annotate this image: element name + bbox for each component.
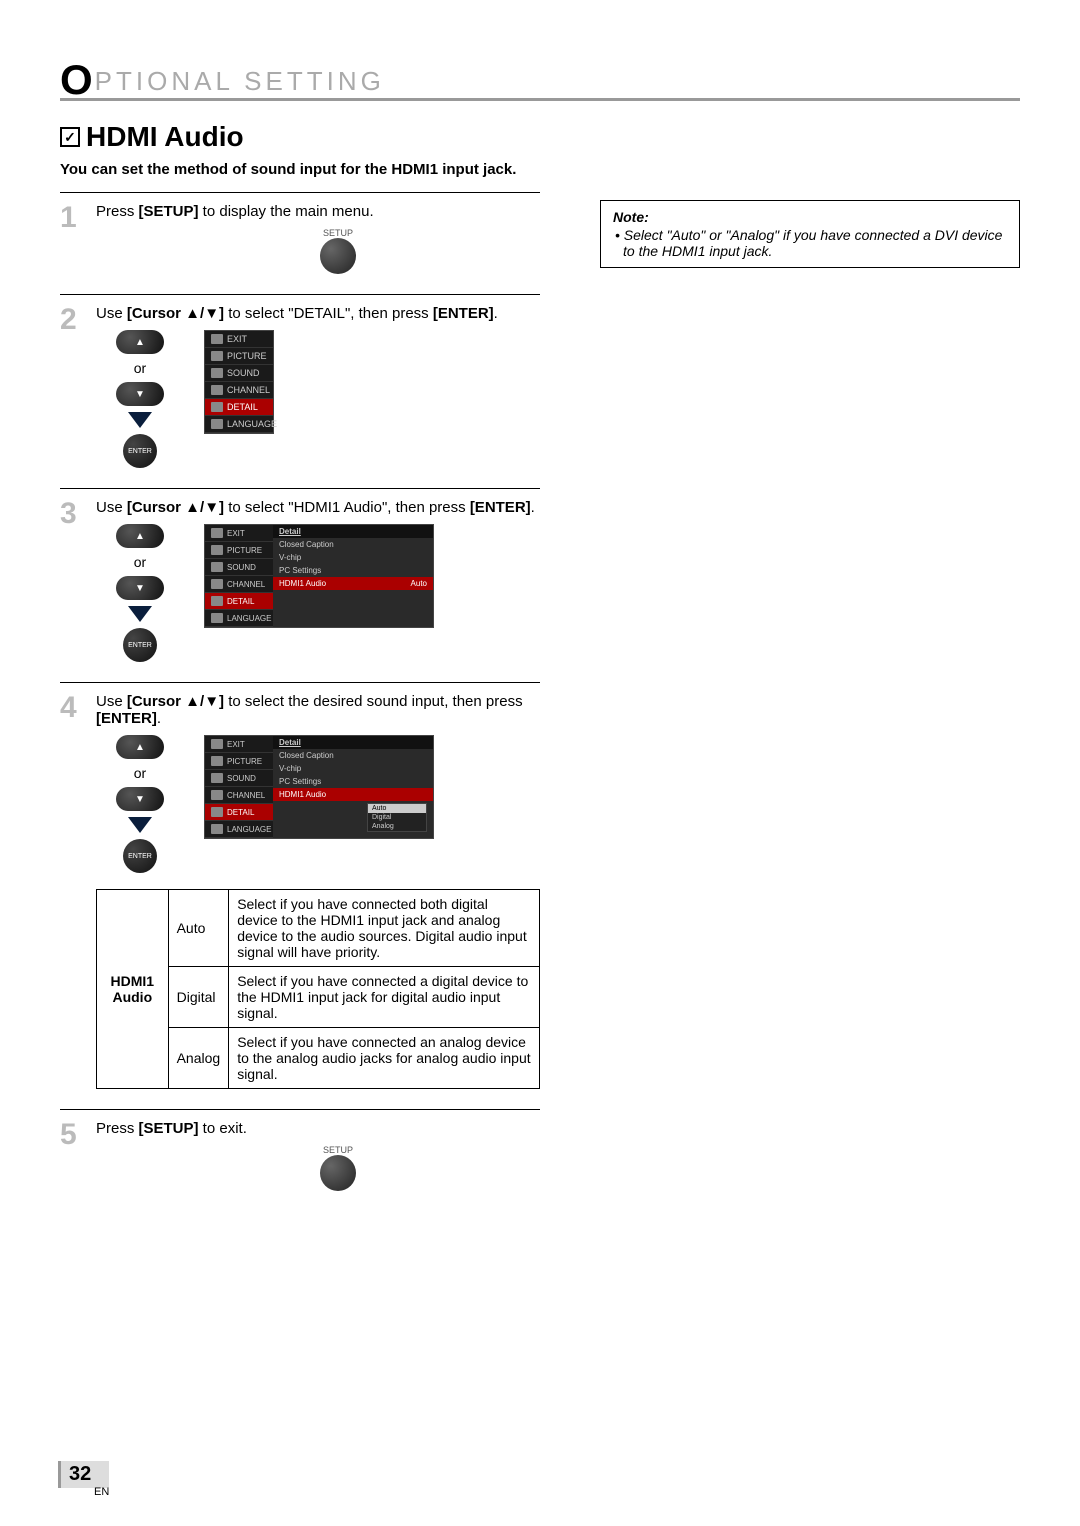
osd-menu-item: PICTURE <box>205 542 273 559</box>
table-cell: Select if you have connected an analog d… <box>229 1028 540 1089</box>
cursor-up-icon: ▲ <box>116 330 164 354</box>
osd-menu-item: CHANNEL <box>205 787 273 804</box>
osd-menu-item: LANGUAGE <box>205 610 273 627</box>
checkbox-icon: ✓ <box>60 127 80 147</box>
setup-label: SETUP <box>323 1145 353 1155</box>
osd-menu-item: PICTURE <box>205 753 273 770</box>
osd-menu-item: LANGUAGE <box>205 416 273 433</box>
button-icon <box>320 1155 356 1191</box>
osd-detail-row: Closed Caption <box>273 538 433 551</box>
arrow-down-icon <box>128 606 152 622</box>
osd-menu-item: EXIT <box>205 331 273 348</box>
osd-detail-row: V-chip <box>273 762 433 775</box>
table-cell: Select if you have connected a digital d… <box>229 967 540 1028</box>
arrow-down-icon <box>128 412 152 428</box>
note-column: Note: • Select "Auto" or "Analog" if you… <box>600 192 1020 1211</box>
step-number: 5 <box>60 1120 86 1191</box>
osd-detail-row: PC Settings <box>273 775 433 788</box>
osd-options-popup: AutoDigitalAnalog <box>367 803 427 832</box>
osd-detail-row: Closed Caption <box>273 749 433 762</box>
cursor-down-icon: ▼ <box>116 382 164 406</box>
step-number: 3 <box>60 499 86 662</box>
step-number: 2 <box>60 305 86 468</box>
cursor-buttons: ▲ or ▼ ENTER <box>116 735 164 873</box>
header-dropcap: O <box>60 59 93 101</box>
note-body: • Select "Auto" or "Analog" if you have … <box>613 227 1007 259</box>
setup-button-graphic: SETUP <box>136 1145 540 1191</box>
osd-menu-item: SOUND <box>205 365 273 382</box>
osd-menu-item: DETAIL <box>205 804 273 821</box>
setup-button-graphic: SETUP <box>136 228 540 274</box>
table-cell: Analog <box>168 1028 229 1089</box>
arrow-down-icon <box>128 817 152 833</box>
button-icon <box>320 238 356 274</box>
osd-detail-panel: EXITPICTURESOUNDCHANNELDETAILLANGUAGE Det… <box>204 735 434 839</box>
step-number: 4 <box>60 693 86 1089</box>
header-title: PTIONAL SETTING <box>95 66 385 97</box>
cursor-down-icon: ▼ <box>116 787 164 811</box>
osd-menu-item: EXIT <box>205 736 273 753</box>
osd-menu-item: PICTURE <box>205 348 273 365</box>
or-label: or <box>134 554 146 570</box>
step-4: 4 Use [Cursor ▲/▼] to select the desired… <box>60 682 540 1109</box>
step-text: Use [Cursor ▲/▼] to select "HDMI1 Audio"… <box>96 499 540 516</box>
section-subtitle: You can set the method of sound input fo… <box>60 161 1020 178</box>
osd-panel-header: Detail <box>273 525 433 538</box>
section-title-text: HDMI Audio <box>86 121 244 153</box>
step-number: 1 <box>60 203 86 274</box>
step-text: Use [Cursor ▲/▼] to select "DETAIL", the… <box>96 305 540 322</box>
page-lang: EN <box>94 1486 109 1498</box>
osd-menu-item: LANGUAGE <box>205 821 273 838</box>
cursor-down-icon: ▼ <box>116 576 164 600</box>
step-text: Press [SETUP] to display the main menu. <box>96 203 540 220</box>
cursor-up-icon: ▲ <box>116 524 164 548</box>
enter-button-icon: ENTER <box>123 434 157 468</box>
page-header: O PTIONAL SETTING <box>60 55 1020 101</box>
page-number: 32 <box>58 1461 109 1488</box>
osd-detail-row: PC Settings <box>273 564 433 577</box>
osd-menu: EXITPICTURESOUNDCHANNELDETAILLANGUAGE <box>204 330 274 434</box>
cursor-buttons: ▲ or ▼ ENTER <box>116 524 164 662</box>
osd-detail-row: V-chip <box>273 551 433 564</box>
enter-button-icon: ENTER <box>123 628 157 662</box>
osd-menu-item: SOUND <box>205 770 273 787</box>
table-cell: Auto <box>168 890 229 967</box>
osd-menu-item: DETAIL <box>205 593 273 610</box>
osd-detail-row: HDMI1 Audio <box>273 788 433 801</box>
table-cell: Select if you have connected both digita… <box>229 890 540 967</box>
step-3: 3 Use [Cursor ▲/▼] to select "HDMI1 Audi… <box>60 488 540 682</box>
setup-label: SETUP <box>323 228 353 238</box>
note-box: Note: • Select "Auto" or "Analog" if you… <box>600 200 1020 268</box>
or-label: or <box>134 360 146 376</box>
table-cell: Digital <box>168 967 229 1028</box>
note-title: Note: <box>613 209 1007 225</box>
osd-detail-panel: EXITPICTURESOUNDCHANNELDETAILLANGUAGE Det… <box>204 524 434 628</box>
page-footer: 32 EN <box>58 1461 109 1498</box>
step-5: 5 Press [SETUP] to exit. SETUP <box>60 1109 540 1211</box>
steps-column: 1 Press [SETUP] to display the main menu… <box>60 192 540 1211</box>
step-text: Press [SETUP] to exit. <box>96 1120 540 1137</box>
osd-panel-header: Detail <box>273 736 433 749</box>
osd-detail-row: HDMI1 AudioAuto <box>273 577 433 590</box>
cursor-buttons: ▲ or ▼ ENTER <box>116 330 164 468</box>
osd-menu-item: DETAIL <box>205 399 273 416</box>
enter-button-icon: ENTER <box>123 839 157 873</box>
or-label: or <box>134 765 146 781</box>
osd-menu-item: SOUND <box>205 559 273 576</box>
step-text: Use [Cursor ▲/▼] to select the desired s… <box>96 693 540 727</box>
osd-menu-item: EXIT <box>205 525 273 542</box>
osd-menu-item: CHANNEL <box>205 576 273 593</box>
osd-menu-item: CHANNEL <box>205 382 273 399</box>
step-1: 1 Press [SETUP] to display the main menu… <box>60 192 540 294</box>
step-2: 2 Use [Cursor ▲/▼] to select "DETAIL", t… <box>60 294 540 488</box>
cursor-up-icon: ▲ <box>116 735 164 759</box>
options-table: HDMI1 Audio Auto Select if you have conn… <box>96 889 540 1089</box>
section-title: ✓ HDMI Audio <box>60 121 1020 153</box>
table-row-header: HDMI1 Audio <box>97 890 169 1089</box>
